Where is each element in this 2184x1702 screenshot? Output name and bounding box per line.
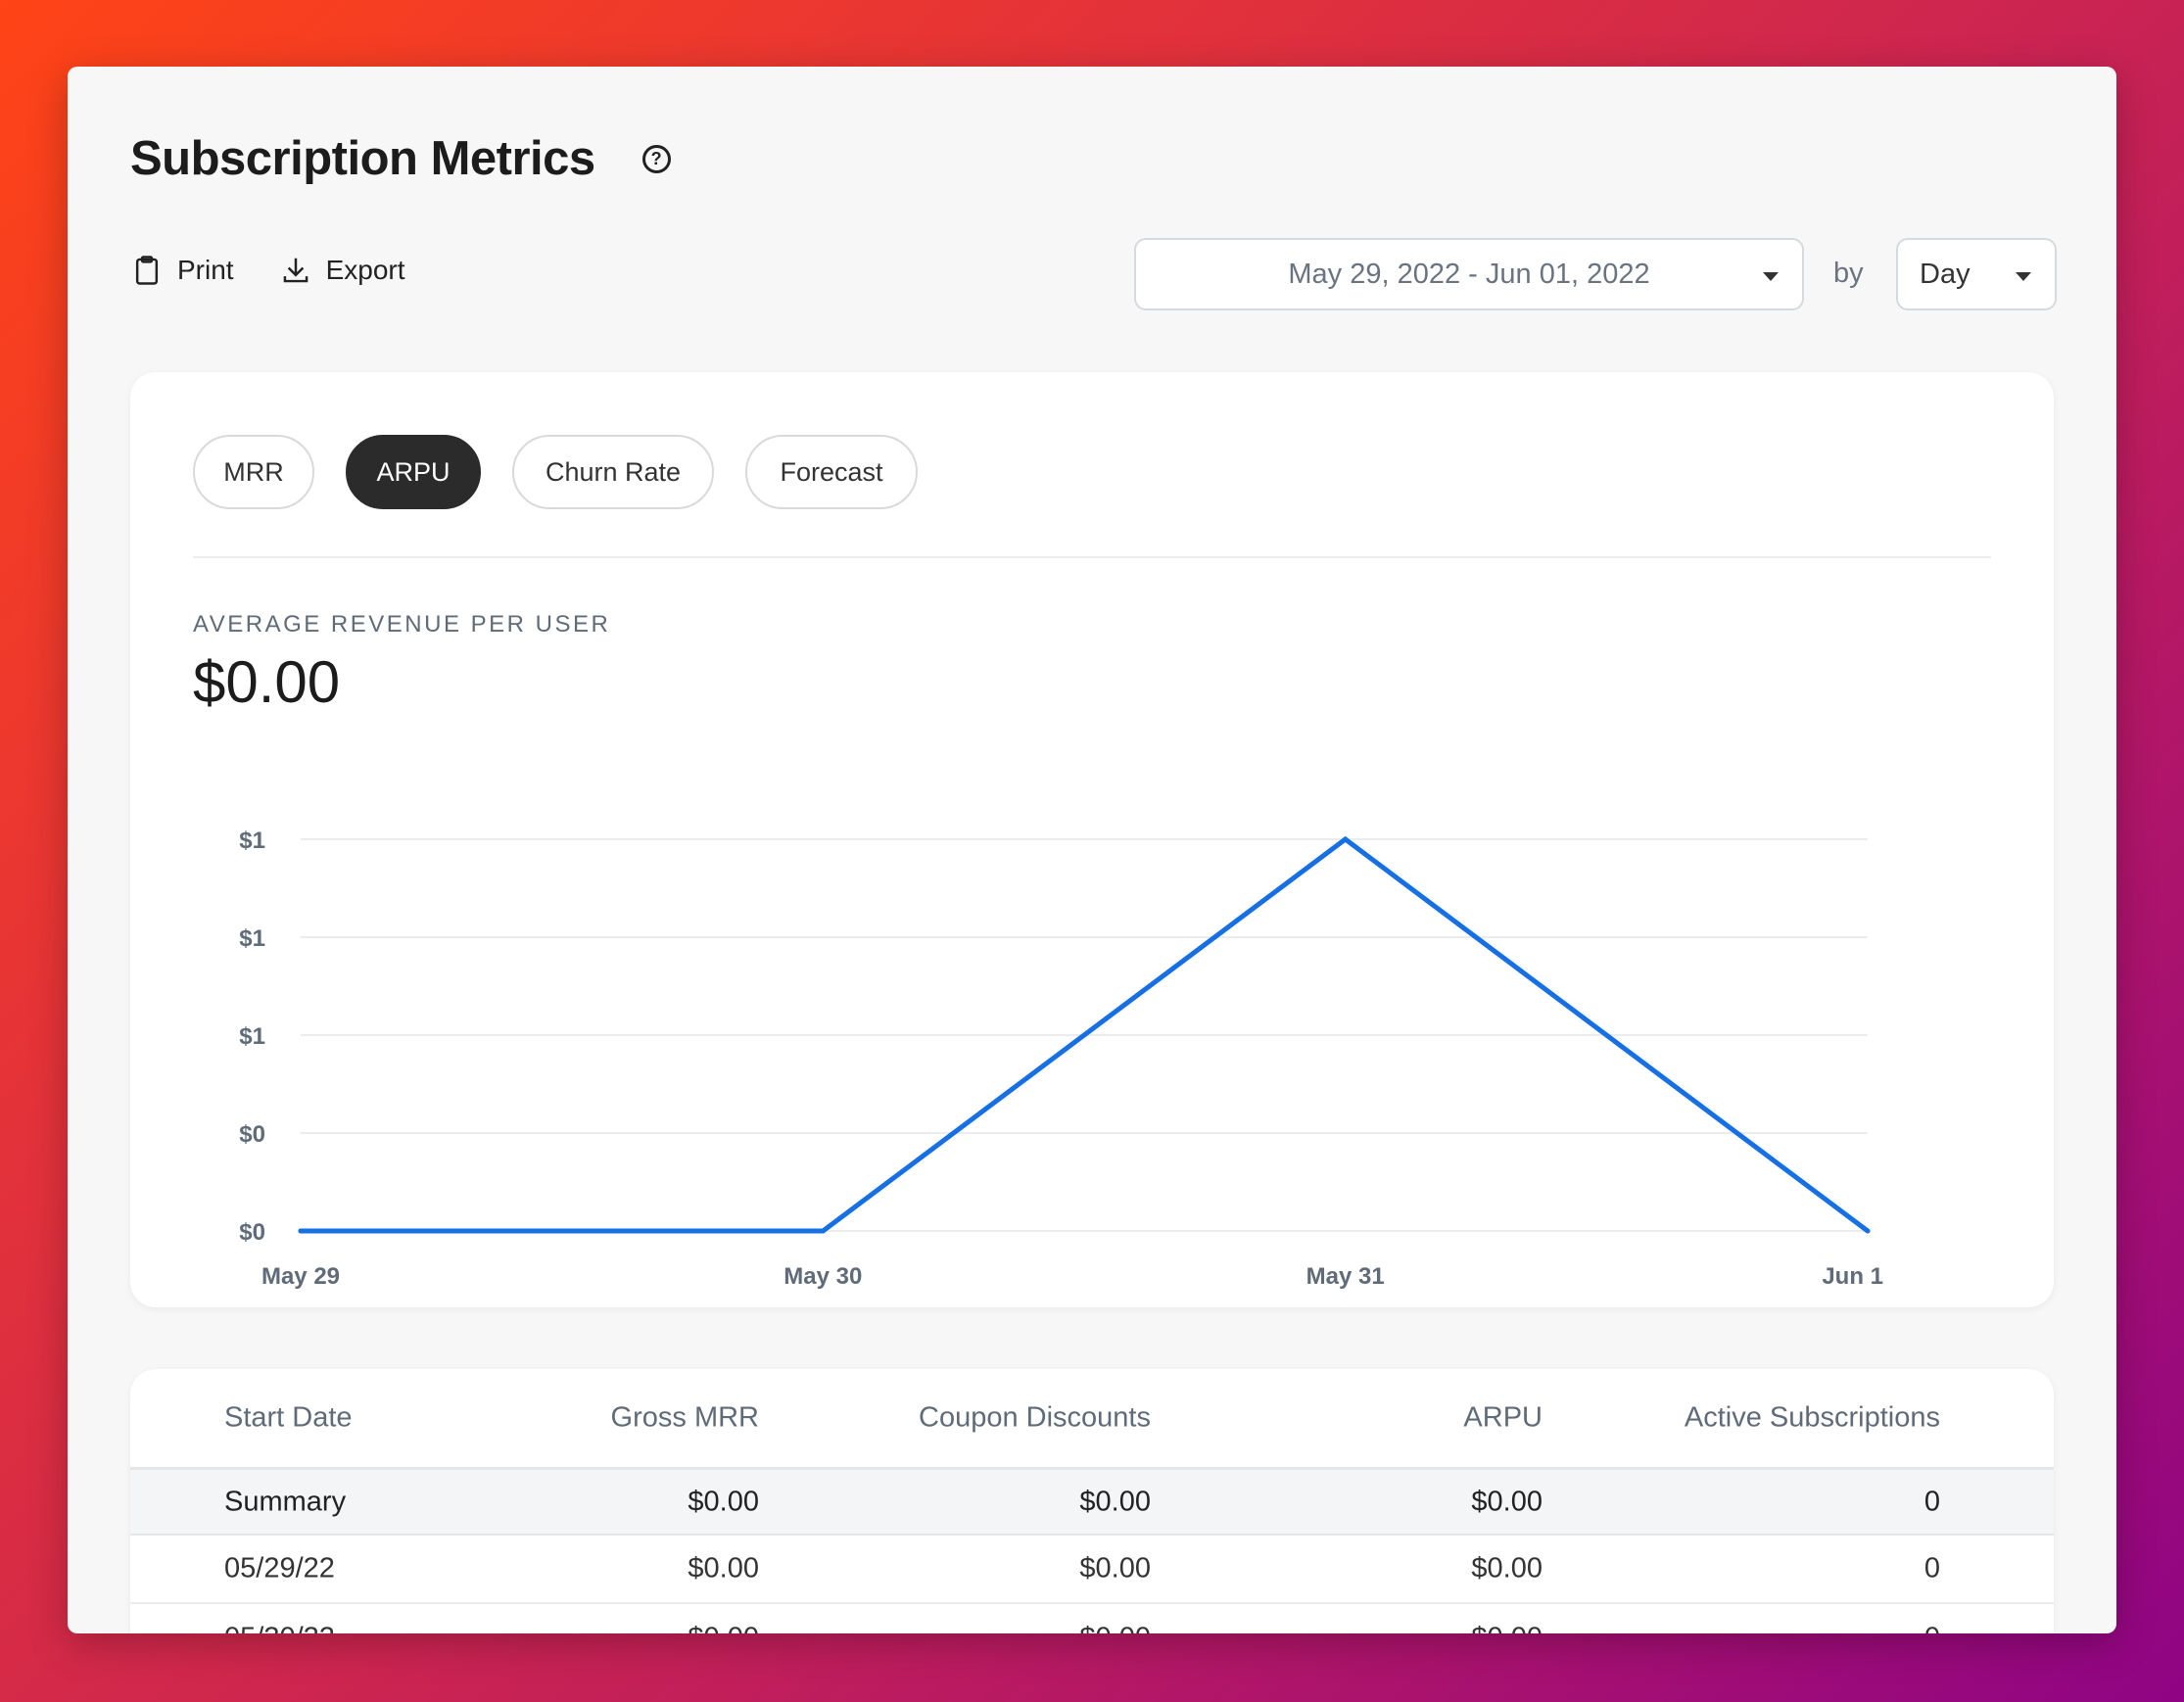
tab-forecast[interactable]: Forecast	[745, 435, 918, 509]
x-tick-label: May 30	[783, 1263, 862, 1290]
x-tick-label: May 31	[1306, 1263, 1385, 1290]
data-point	[298, 1228, 304, 1234]
summary-coupon-discounts: $0.00	[1079, 1486, 1151, 1517]
metrics-table: Start Date Gross MRR Coupon Discounts AR…	[130, 1369, 2054, 1633]
interval-select[interactable]: Day	[1896, 238, 2057, 310]
page-title: Subscription Metrics	[130, 132, 595, 185]
tab-mrr[interactable]: MRR	[193, 435, 314, 509]
table-row: 05/30/22 $0.00 $0.00 $0.00 0	[130, 1604, 2054, 1634]
summary-gross-mrr: $0.00	[688, 1486, 759, 1517]
title-row: Subscription Metrics ?	[130, 131, 671, 186]
chart-card: MRR ARPU Churn Rate Forecast AVERAGE REV…	[130, 372, 2054, 1307]
header-start-date[interactable]: Start Date	[224, 1401, 353, 1434]
summary-row: Summary $0.00 $0.00 $0.00 0	[130, 1467, 2054, 1536]
y-tick-label: $1	[239, 1023, 265, 1050]
summary-label: Summary	[224, 1486, 347, 1517]
header-active-subscriptions[interactable]: Active Subscriptions	[1684, 1401, 1940, 1434]
y-tick-label: $1	[239, 925, 265, 952]
y-tick-label: $0	[239, 1219, 265, 1246]
cell-arpu: $0.00	[1471, 1623, 1543, 1634]
tab-arpu[interactable]: ARPU	[346, 435, 481, 509]
help-icon[interactable]: ?	[641, 144, 671, 173]
export-button[interactable]: Export	[281, 255, 405, 286]
table-header-row: Start Date Gross MRR Coupon Discounts AR…	[130, 1369, 2054, 1467]
y-tick-label: $0	[239, 1121, 265, 1148]
data-point	[1343, 836, 1349, 842]
print-label: Print	[177, 255, 234, 285]
cell-coupon-discounts: $0.00	[1079, 1623, 1151, 1634]
table-row: 05/29/22 $0.00 $0.00 $0.00 0	[130, 1536, 2054, 1604]
app-window: Subscription Metrics ? Print Export May …	[68, 67, 2116, 1633]
metric-value: $0.00	[193, 649, 341, 715]
export-label: Export	[325, 255, 405, 285]
x-tick-label: Jun 1	[1822, 1263, 1883, 1290]
arpu-line-chart: $1 $1 $1 $0 $0 May 29 May 30 May 31 Jun 1	[239, 827, 1883, 1290]
cell-gross-mrr: $0.00	[688, 1552, 759, 1584]
metric-label: AVERAGE REVENUE PER USER	[193, 611, 611, 638]
cell-gross-mrr: $0.00	[688, 1623, 759, 1634]
print-button[interactable]: Print	[132, 255, 234, 286]
cell-start-date: 05/29/22	[224, 1552, 335, 1584]
download-icon	[283, 258, 308, 283]
interval-value: Day	[1920, 259, 1970, 290]
y-tick-label: $1	[239, 827, 265, 854]
cell-active-subscriptions: 0	[1924, 1623, 1940, 1634]
data-point	[820, 1228, 826, 1234]
header-coupon-discounts[interactable]: Coupon Discounts	[919, 1401, 1151, 1434]
date-range-select[interactable]: May 29, 2022 - Jun 01, 2022	[1134, 238, 1804, 310]
cell-active-subscriptions: 0	[1923, 1552, 1940, 1584]
data-point	[1865, 1228, 1871, 1234]
action-bar: Print Export	[132, 255, 452, 286]
cell-start-date: 05/30/22	[224, 1623, 335, 1634]
date-range-value: May 29, 2022 - Jun 01, 2022	[1288, 258, 1650, 290]
summary-arpu: $0.00	[1471, 1486, 1543, 1517]
clipboard-icon	[135, 256, 159, 285]
by-label: by	[1833, 258, 1864, 289]
x-tick-label: May 29	[261, 1263, 340, 1290]
tab-churn-rate[interactable]: Churn Rate	[512, 435, 714, 509]
cell-arpu: $0.00	[1471, 1552, 1543, 1584]
metric-tabs: MRR ARPU Churn Rate Forecast	[193, 435, 949, 509]
header-arpu[interactable]: ARPU	[1463, 1401, 1543, 1434]
cell-coupon-discounts: $0.00	[1079, 1552, 1151, 1584]
header-gross-mrr[interactable]: Gross MRR	[610, 1401, 759, 1434]
series-line	[298, 835, 1871, 1234]
chevron-down-icon	[1763, 272, 1779, 281]
summary-active-subscriptions: 0	[1923, 1486, 1940, 1517]
divider	[193, 556, 1991, 558]
chevron-down-icon	[2016, 272, 2031, 281]
